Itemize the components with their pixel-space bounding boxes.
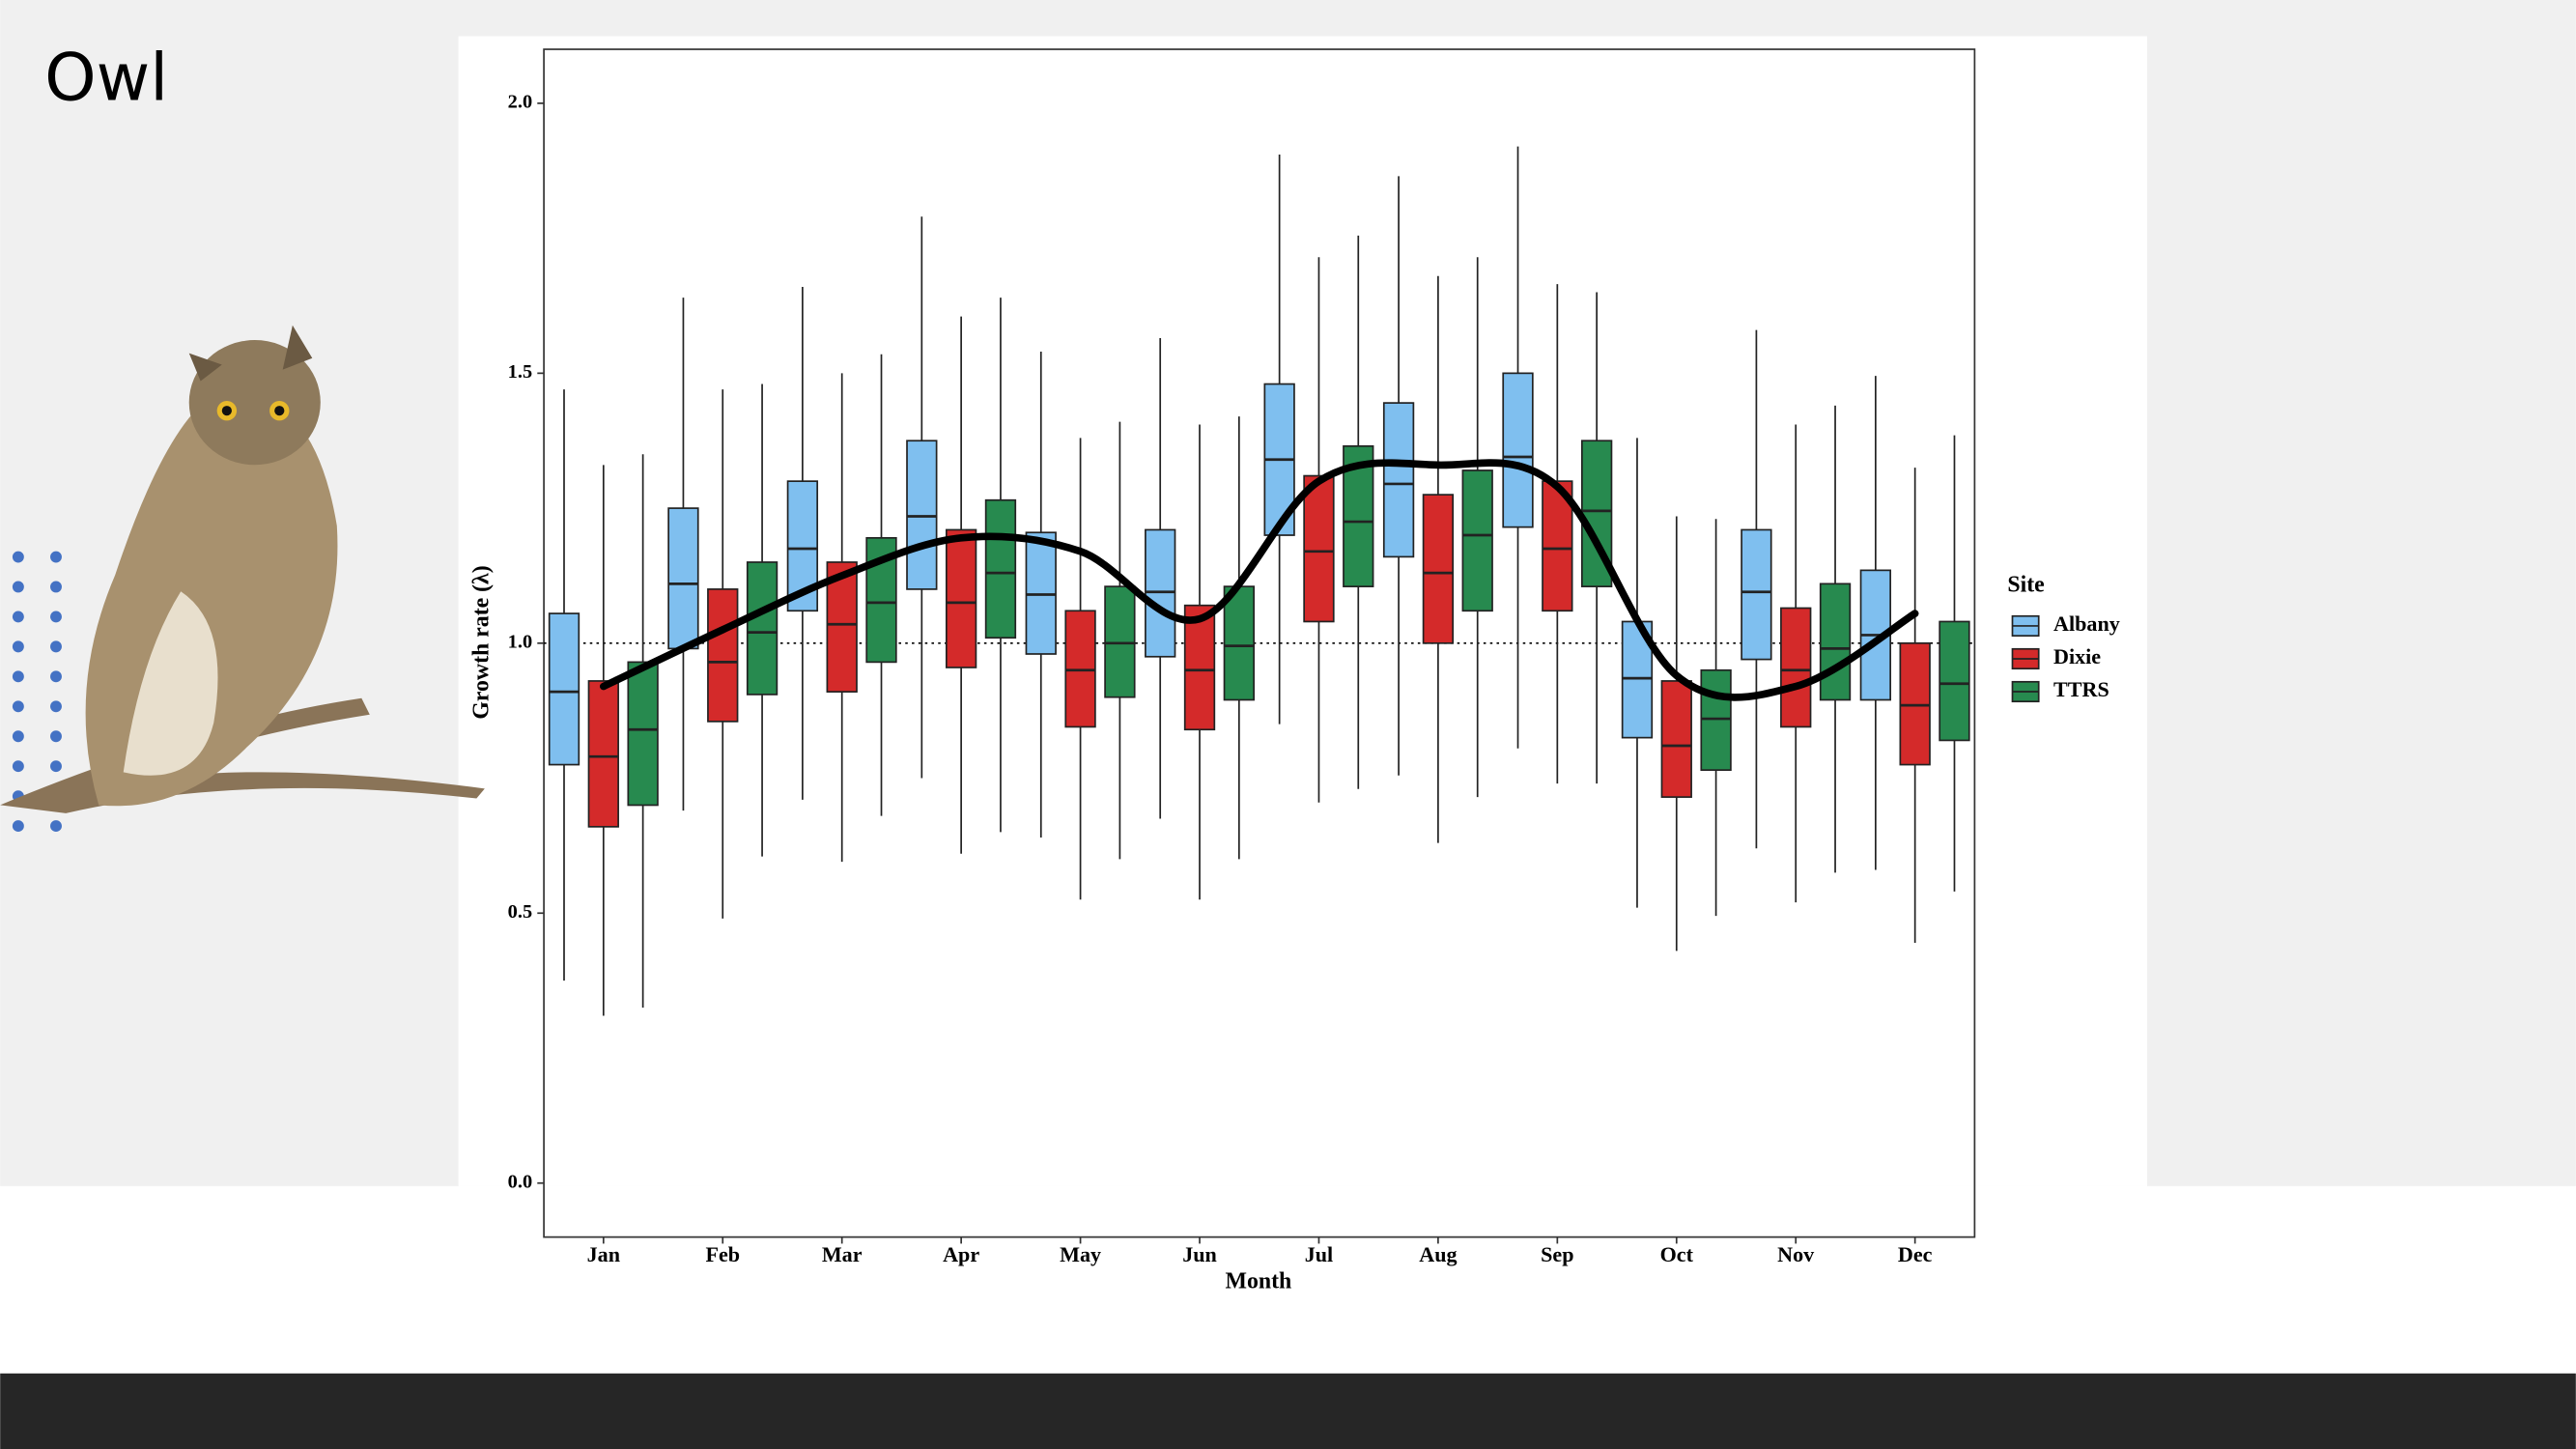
box [627, 661, 659, 807]
dot [50, 820, 62, 833]
box [1145, 528, 1176, 658]
box [1741, 528, 1772, 661]
x-tick-label: Nov [1777, 1242, 1815, 1266]
dot [12, 551, 24, 563]
dot [12, 581, 24, 593]
box [587, 680, 619, 828]
dot [50, 551, 62, 563]
legend-label: Dixie [2053, 644, 2101, 668]
x-tick-label: May [1060, 1242, 1101, 1266]
box [945, 528, 977, 668]
box [1461, 469, 1493, 612]
x-tick-label: Feb [705, 1242, 740, 1266]
x-tick-label: Jul [1305, 1242, 1333, 1266]
trend-line [599, 459, 1919, 701]
slide-title: Owl [44, 41, 168, 117]
box [1382, 402, 1415, 558]
box [1183, 604, 1216, 731]
y-tick-label: 1.5 [508, 361, 532, 383]
box [1223, 585, 1255, 701]
footer-bar [0, 1373, 2576, 1449]
box [984, 498, 1017, 639]
box [667, 507, 699, 650]
y-tick-label: 0.0 [508, 1171, 532, 1192]
x-tick-label: Jan [587, 1242, 620, 1266]
dot [50, 670, 62, 683]
legend-label: TTRS [2053, 677, 2109, 701]
box [1700, 668, 1732, 772]
x-axis-label: Month [1226, 1269, 1292, 1294]
x-tick-label: Aug [1419, 1242, 1457, 1266]
box [1819, 582, 1852, 701]
box [1939, 620, 1970, 742]
box [1064, 610, 1096, 728]
box [1660, 680, 1692, 798]
x-tick-label: Oct [1660, 1242, 1694, 1266]
x-tick-label: Apr [943, 1242, 979, 1266]
dot [12, 611, 24, 623]
dot [12, 670, 24, 683]
x-tick-label: Mar [822, 1242, 863, 1266]
box [1899, 641, 1931, 766]
y-tick-label: 0.5 [508, 901, 532, 923]
dot [12, 700, 24, 713]
dot [12, 820, 24, 833]
box [1780, 607, 1812, 728]
box [826, 561, 858, 693]
dot [12, 640, 24, 653]
box [906, 440, 938, 590]
y-axis-label: Growth rate (λ) [469, 565, 495, 719]
y-tick-label: 2.0 [508, 92, 532, 113]
box [1502, 372, 1534, 528]
x-tick-label: Dec [1898, 1242, 1933, 1266]
box [1025, 531, 1057, 655]
x-tick-label: Sep [1541, 1242, 1573, 1266]
box [707, 588, 739, 723]
box [1422, 494, 1455, 644]
background [0, 1185, 2576, 1374]
box [1104, 585, 1136, 698]
dot [50, 700, 62, 713]
box [1303, 474, 1335, 623]
dot [50, 730, 62, 743]
dot [50, 581, 62, 593]
y-tick-label: 1.0 [508, 632, 532, 653]
dot [50, 611, 62, 623]
box [746, 561, 778, 696]
dot [50, 640, 62, 653]
dot [50, 760, 62, 773]
x-tick-label: Jun [1182, 1242, 1217, 1266]
legend-title: Site [2007, 573, 2044, 598]
box [548, 612, 580, 766]
dot [12, 730, 24, 743]
owl-image [0, 325, 485, 813]
legend-label: Albany [2053, 611, 2120, 636]
dot [12, 760, 24, 773]
